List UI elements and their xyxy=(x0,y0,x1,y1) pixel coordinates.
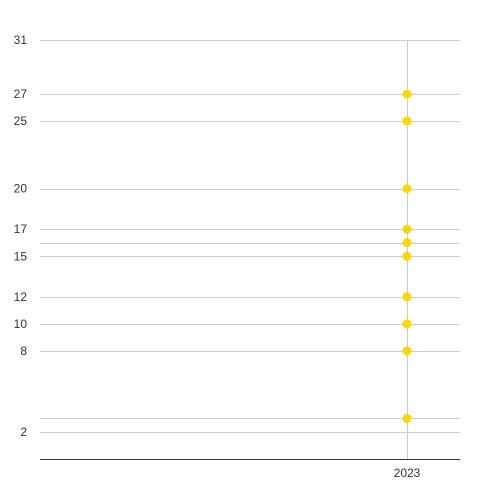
data-point xyxy=(402,413,412,423)
data-point xyxy=(402,238,412,248)
x-tick-label: 2023 xyxy=(394,466,421,480)
data-point xyxy=(402,116,412,126)
data-points xyxy=(402,89,412,423)
y-tick-label: 31 xyxy=(14,33,28,47)
y-tick-label: 27 xyxy=(14,87,28,101)
y-tick-label: 25 xyxy=(14,114,28,128)
y-axis-tick-labels: 2 8 10 12 15 17 20 25 27 31 xyxy=(14,33,28,439)
y-tick-label: 10 xyxy=(14,317,28,331)
data-point xyxy=(402,184,412,194)
data-point xyxy=(402,346,412,356)
data-point xyxy=(402,292,412,302)
y-tick-label: 8 xyxy=(20,344,27,358)
y-tick-label: 20 xyxy=(14,182,28,196)
data-point xyxy=(402,251,412,261)
y-tick-label: 17 xyxy=(14,222,28,236)
data-point xyxy=(402,319,412,329)
data-point xyxy=(402,89,412,99)
y-tick-label: 2 xyxy=(20,425,27,439)
y-tick-label: 15 xyxy=(14,249,28,263)
x-axis-tick-labels: 2023 xyxy=(394,466,421,480)
grid-layer xyxy=(40,40,460,459)
data-point xyxy=(402,224,412,234)
y-tick-label: 12 xyxy=(14,290,28,304)
